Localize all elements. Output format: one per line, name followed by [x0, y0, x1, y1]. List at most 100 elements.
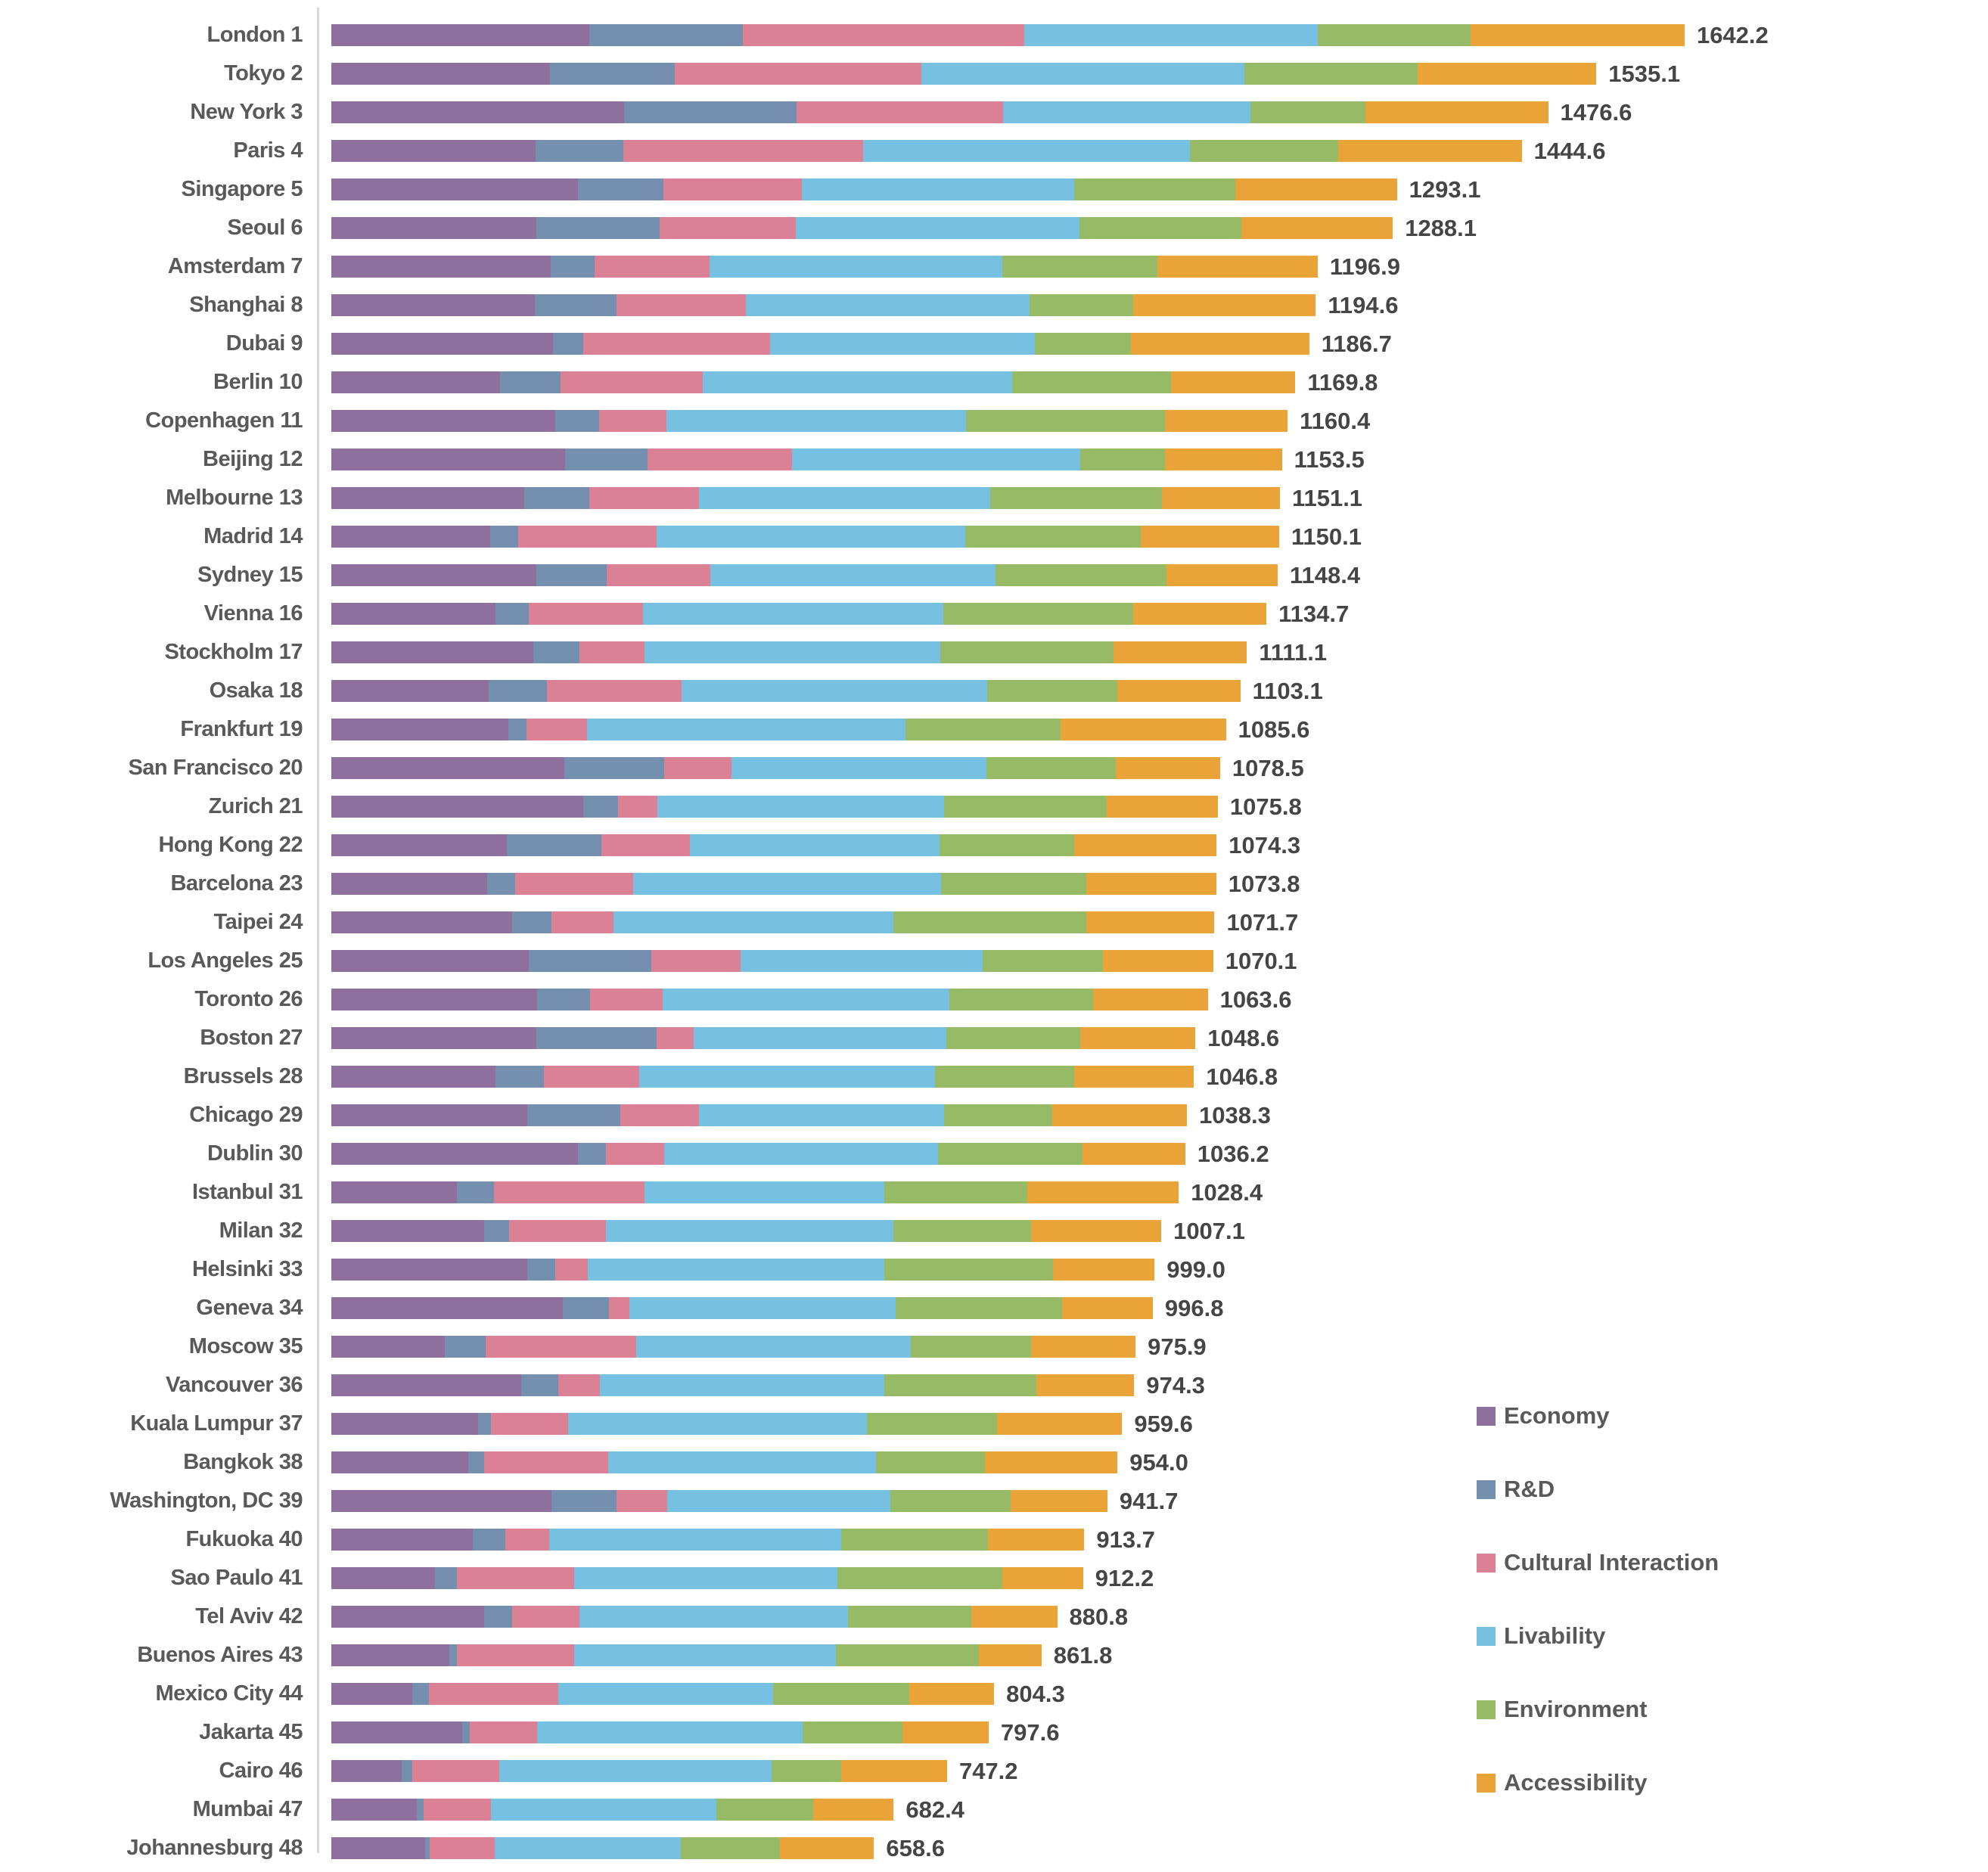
bar-row: Osaka 18 1103.1	[0, 672, 1988, 710]
stacked-bar	[331, 1490, 1107, 1512]
legend-swatch-economy	[1477, 1406, 1496, 1426]
segment-rd	[489, 680, 548, 702]
total-value-label: 1151.1	[1291, 484, 1363, 511]
total-value-label: 1078.5	[1232, 754, 1304, 781]
bar-row: London 1 1642.2	[0, 16, 1988, 54]
segment-economy	[331, 1683, 412, 1705]
segment-environment	[1190, 140, 1339, 162]
y-axis-line	[317, 8, 319, 1853]
segment-accessibility	[1365, 101, 1548, 123]
segment-accessibility	[841, 1760, 947, 1782]
city-label: Amsterdam 7	[167, 254, 303, 278]
segment-livability	[639, 1066, 936, 1088]
city-label: Hong Kong 22	[158, 833, 303, 857]
segment-cultural-interaction	[589, 487, 699, 509]
segment-economy	[331, 603, 495, 625]
segment-cultural-interaction	[590, 989, 663, 1011]
bar-row: Helsinki 33 999.0	[0, 1250, 1988, 1289]
segment-rd	[536, 1027, 657, 1049]
bar-row: Beijing 12 1153.5	[0, 440, 1988, 479]
bar-row: Mexico City 44 804.3	[0, 1675, 1988, 1713]
segment-environment	[935, 1066, 1074, 1088]
stacked-bar	[331, 1567, 1083, 1589]
segment-accessibility	[813, 1799, 894, 1821]
segment-economy	[331, 757, 565, 779]
stacked-bar	[331, 1066, 1194, 1088]
total-value-label: 880.8	[1069, 1603, 1129, 1630]
segment-economy	[331, 63, 550, 85]
stacked-bar	[331, 256, 1318, 278]
segment-economy	[331, 449, 566, 470]
total-value-label: 1046.8	[1206, 1063, 1278, 1090]
segment-rd	[490, 526, 519, 548]
city-label: Dublin 30	[207, 1141, 303, 1166]
segment-livability	[1002, 101, 1250, 123]
stacked-bar	[331, 641, 1247, 663]
segment-livability	[662, 989, 950, 1011]
bar-row: Istanbul 31 1028.4	[0, 1173, 1988, 1212]
bar-row: Moscow 35 975.9	[0, 1327, 1988, 1366]
segment-accessibility	[1132, 603, 1267, 625]
segment-economy	[331, 719, 509, 740]
segment-rd	[507, 834, 602, 856]
bar-row: San Francisco 20 1078.5	[0, 749, 1988, 787]
city-label: Helsinki 33	[191, 1257, 303, 1281]
stacked-bar	[331, 1374, 1135, 1396]
city-label: Kuala Lumpur 37	[130, 1411, 303, 1436]
segment-livability	[796, 217, 1080, 239]
legend-label: Economy	[1504, 1402, 1610, 1429]
segment-environment	[893, 1220, 1031, 1242]
segment-accessibility	[1073, 834, 1217, 856]
city-label: Brussels 28	[183, 1064, 303, 1088]
segment-environment	[893, 911, 1086, 933]
segment-economy	[331, 294, 536, 316]
segment-accessibility	[1080, 1027, 1196, 1049]
city-label: Seoul 6	[227, 216, 303, 240]
bar-row: Melbourne 13 1151.1	[0, 479, 1988, 517]
segment-accessibility	[979, 1644, 1042, 1666]
segment-cultural-interaction	[428, 1683, 558, 1705]
segment-cultural-interaction	[594, 256, 710, 278]
segment-livability	[710, 564, 996, 586]
stacked-bar	[331, 1644, 1042, 1666]
segment-cultural-interaction	[664, 757, 732, 779]
segment-livability	[548, 1529, 842, 1551]
segment-livability	[694, 1027, 946, 1049]
stacked-bar	[331, 1104, 1188, 1126]
segment-environment	[965, 410, 1166, 432]
segment-economy	[331, 873, 487, 895]
segment-accessibility	[1053, 1259, 1155, 1281]
total-value-label: 1048.6	[1207, 1024, 1280, 1051]
city-label: Tel Aviv 42	[195, 1604, 303, 1628]
segment-cultural-interaction	[551, 911, 613, 933]
total-value-label: 1288.1	[1405, 214, 1477, 241]
city-label: Chicago 29	[189, 1103, 303, 1127]
segment-accessibility	[1086, 873, 1216, 895]
total-value-label: 1036.2	[1197, 1140, 1269, 1167]
segment-environment	[896, 1297, 1063, 1319]
segment-cultural-interaction	[555, 1259, 588, 1281]
city-label: Madrid 14	[203, 524, 303, 548]
bar-row: Zurich 21 1075.8	[0, 787, 1988, 826]
stacked-bar	[331, 1451, 1118, 1473]
segment-rd	[536, 217, 660, 239]
segment-environment	[944, 1104, 1053, 1126]
segment-economy	[331, 1644, 449, 1666]
bar-row: Singapore 5 1293.1	[0, 170, 1988, 209]
segment-cultural-interaction	[423, 1799, 492, 1821]
city-label: Washington, DC 39	[110, 1489, 303, 1513]
city-label: Taipei 24	[213, 910, 303, 934]
segment-environment	[841, 1529, 989, 1551]
legend-label: Accessibility	[1504, 1769, 1648, 1796]
total-value-label: 1148.4	[1290, 561, 1361, 588]
stacked-bar	[331, 333, 1309, 355]
segment-accessibility	[1417, 63, 1597, 85]
segment-rd	[417, 1799, 424, 1821]
segment-cultural-interaction	[518, 526, 657, 548]
segment-economy	[331, 1374, 521, 1396]
stacked-bar	[331, 989, 1208, 1011]
total-value-label: 1111.1	[1259, 638, 1328, 666]
stacked-bar	[331, 1297, 1153, 1319]
stacked-bar	[331, 294, 1316, 316]
segment-environment	[982, 950, 1103, 972]
